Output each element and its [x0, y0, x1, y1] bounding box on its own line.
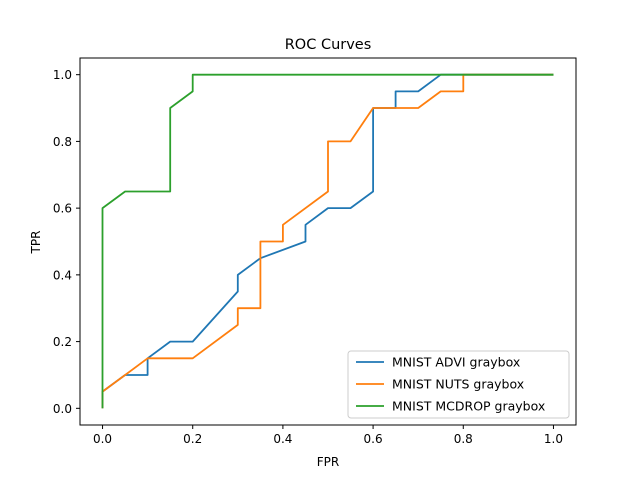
- legend-box: [347, 350, 570, 419]
- plot-lines: [101, 73, 554, 409]
- x-axis-label: FPR: [317, 455, 339, 469]
- x-tick-label: 0.6: [364, 432, 383, 446]
- y-tick-label: 0.6: [53, 202, 72, 216]
- y-tick-label: 0.8: [53, 135, 72, 149]
- series-line-0: [101, 73, 554, 409]
- x-tick-label: 0.2: [183, 432, 202, 446]
- x-tick-label: 1.0: [544, 432, 563, 446]
- x-tick-label: 0.8: [454, 432, 473, 446]
- legend-label-mcdrop: MNIST MCDROP graybox: [392, 399, 545, 414]
- x-tick-label: 0.4: [273, 432, 292, 446]
- legend: MNIST ADVI graybox MNIST NUTS graybox MN…: [347, 350, 570, 419]
- y-axis-ticks: 0.0 0.2 0.4 0.6 0.8 1.0: [53, 68, 80, 416]
- y-tick-label: 0.4: [53, 268, 72, 282]
- y-tick-label: 1.0: [53, 68, 72, 82]
- y-tick-label: 0.0: [53, 402, 72, 416]
- y-tick-label: 0.2: [53, 335, 72, 349]
- chart-title: ROC Curves: [285, 37, 372, 53]
- series-line-2: [101, 73, 554, 409]
- legend-label-nuts: MNIST NUTS graybox: [392, 377, 524, 392]
- x-axis-ticks: 0.0 0.2 0.4 0.6 0.8 1.0: [93, 425, 563, 446]
- y-axis-label: TPR: [29, 231, 43, 255]
- series-line-1: [101, 73, 554, 409]
- legend-label-advi: MNIST ADVI graybox: [392, 355, 520, 370]
- x-tick-label: 0.0: [93, 432, 112, 446]
- plot-frame: [79, 57, 577, 426]
